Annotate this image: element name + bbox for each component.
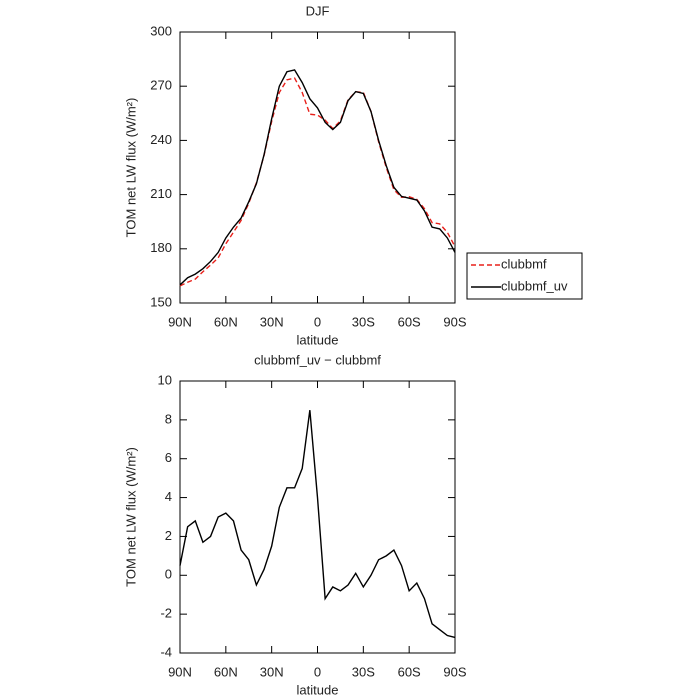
x-tick-label: 90N bbox=[168, 314, 192, 329]
x-tick-label: 60S bbox=[398, 664, 421, 679]
chart-title: DJF bbox=[306, 3, 330, 18]
y-tick-label: 0 bbox=[165, 567, 172, 582]
y-tick-label: 300 bbox=[150, 23, 172, 38]
x-tick-label: 60S bbox=[398, 314, 421, 329]
x-tick-label: 90S bbox=[443, 314, 466, 329]
y-tick-label: 4 bbox=[165, 489, 172, 504]
x-tick-label: 30S bbox=[352, 314, 375, 329]
y-tick-label: 10 bbox=[158, 372, 172, 387]
x-tick-label: 30S bbox=[352, 664, 375, 679]
y-tick-label: 240 bbox=[150, 132, 172, 147]
x-tick-label: 30N bbox=[260, 664, 284, 679]
y-axis-label: TOM net LW flux (W/m²) bbox=[123, 98, 138, 238]
x-tick-label: 0 bbox=[314, 314, 321, 329]
plot-frame bbox=[179, 380, 456, 654]
x-tick-label: 0 bbox=[314, 664, 321, 679]
y-tick-label: 210 bbox=[150, 186, 172, 201]
y-tick-label: 6 bbox=[165, 450, 172, 465]
x-tick-label: 90S bbox=[443, 664, 466, 679]
x-axis-label: latitude bbox=[297, 682, 339, 697]
y-tick-label: -4 bbox=[160, 644, 172, 659]
y-tick-label: 270 bbox=[150, 78, 172, 93]
y-tick-label: -2 bbox=[160, 606, 172, 621]
y-tick-label: 2 bbox=[165, 528, 172, 543]
data-line bbox=[179, 77, 456, 287]
legend-label: clubbmf_uv bbox=[501, 278, 568, 293]
x-axis-label: latitude bbox=[297, 332, 339, 347]
y-axis-label: TOM net LW flux (W/m²) bbox=[123, 447, 138, 587]
plot-frame bbox=[179, 31, 456, 304]
legend-box bbox=[466, 252, 583, 300]
x-tick-label: 60N bbox=[214, 664, 238, 679]
x-tick-label: 60N bbox=[214, 314, 238, 329]
x-tick-label: 90N bbox=[168, 664, 192, 679]
data-line bbox=[179, 69, 456, 286]
chart-title: clubbmf_uv − clubbmf bbox=[254, 352, 381, 367]
y-tick-label: 8 bbox=[165, 411, 172, 426]
x-tick-label: 30N bbox=[260, 314, 284, 329]
y-tick-label: 180 bbox=[150, 240, 172, 255]
legend-label: clubbmf bbox=[501, 256, 547, 271]
y-tick-label: 150 bbox=[150, 294, 172, 309]
data-line bbox=[179, 410, 456, 639]
